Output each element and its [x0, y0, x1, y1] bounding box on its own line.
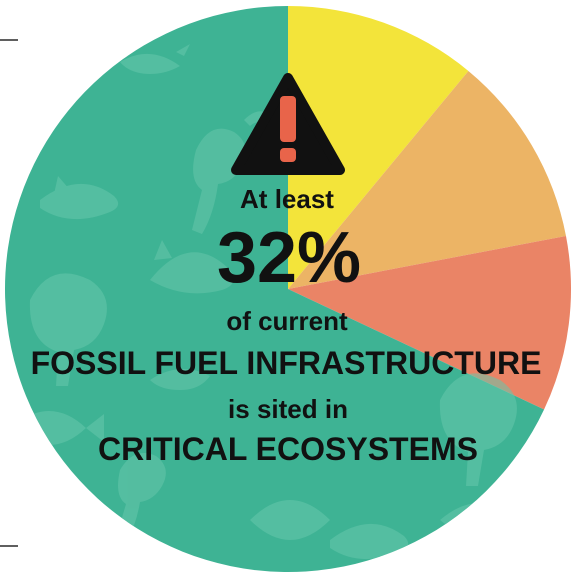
annotation-line5: CRITICAL ECOSYSTEMS — [98, 431, 478, 467]
pie-slice — [288, 70, 566, 289]
leaf-icon — [250, 500, 330, 540]
whale-icon — [40, 176, 119, 220]
lion-icon — [439, 373, 517, 486]
bird-icon — [120, 44, 190, 74]
whale-icon — [150, 240, 234, 294]
pie-slice — [288, 235, 571, 410]
exclamation-bar — [280, 96, 296, 142]
warning-icon — [231, 73, 345, 175]
pie-slice — [288, 6, 469, 289]
annotation-line1: At least — [240, 184, 334, 214]
pie-slices — [4, 6, 571, 572]
annotation-line4: is sited in — [228, 394, 348, 424]
annotation-line3: FOSSIL FUEL INFRASTRUCTURE — [31, 345, 542, 381]
whale-icon — [330, 523, 409, 560]
monkey-icon — [116, 453, 166, 542]
exclamation-dot — [280, 148, 296, 162]
annotation-line2: of current — [226, 306, 348, 336]
annotation-percentage: 32% — [217, 218, 361, 298]
pie-slice — [4, 6, 545, 572]
lion-icon — [29, 273, 107, 386]
bird-icon — [150, 368, 210, 390]
